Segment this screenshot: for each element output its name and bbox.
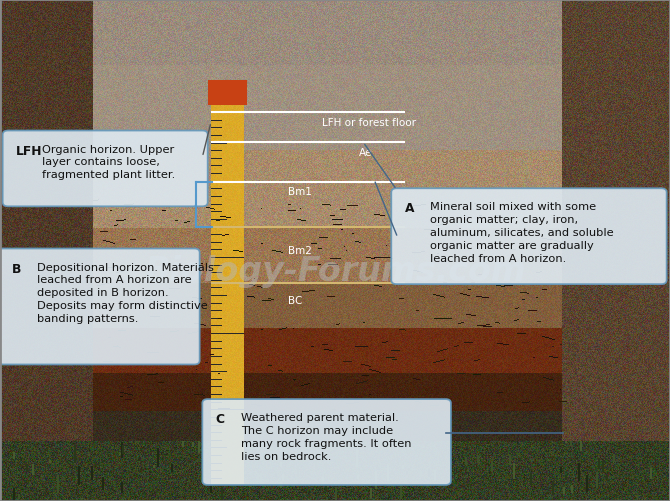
Text: LFH: LFH: [16, 144, 43, 157]
Text: BC: BC: [288, 296, 302, 306]
Text: Bm1: Bm1: [288, 187, 312, 197]
Text: Weathered parent material.
The C horizon may include
many rock fragments. It oft: Weathered parent material. The C horizon…: [241, 412, 411, 460]
Text: Depositional horizon. Materials
leached from A horizon are
deposited in B horizo: Depositional horizon. Materials leached …: [37, 262, 214, 323]
FancyBboxPatch shape: [202, 399, 451, 485]
Text: Mineral soil mixed with some
organic matter; clay, iron,
aluminum, silicates, an: Mineral soil mixed with some organic mat…: [430, 202, 614, 263]
Text: Organic horizon. Upper
layer contains loose,
fragmented plant litter.: Organic horizon. Upper layer contains lo…: [42, 144, 175, 180]
Text: LFH or forest floor: LFH or forest floor: [322, 118, 415, 128]
Text: Bm2: Bm2: [288, 245, 312, 256]
FancyBboxPatch shape: [391, 189, 667, 285]
Text: B: B: [11, 262, 21, 275]
Text: A: A: [405, 202, 414, 215]
Text: C: C: [216, 412, 224, 425]
Text: Ae: Ae: [358, 148, 372, 158]
Text: Biology-Forums.com: Biology-Forums.com: [144, 254, 526, 287]
FancyBboxPatch shape: [3, 131, 208, 207]
FancyBboxPatch shape: [0, 249, 200, 365]
